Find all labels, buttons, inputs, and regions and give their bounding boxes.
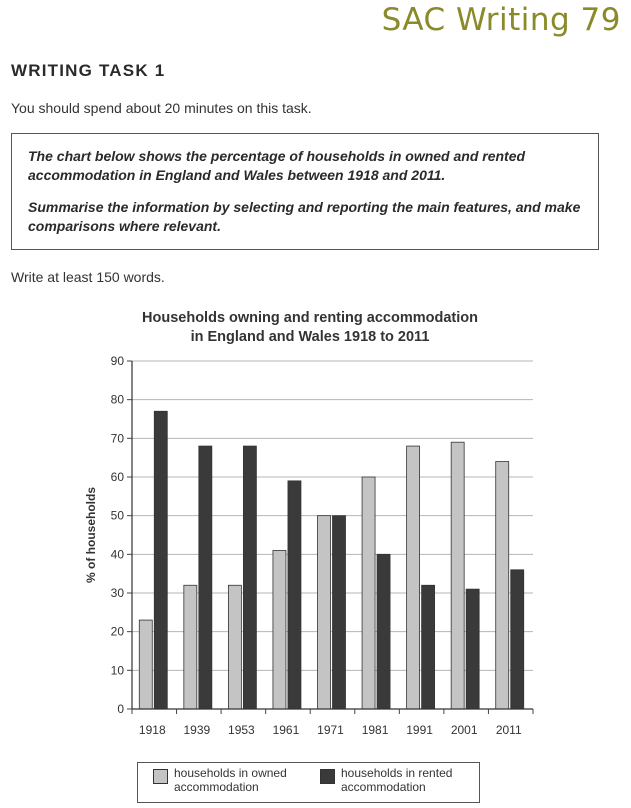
y-tick-label: 60 — [111, 470, 125, 484]
y-tick-label: 50 — [111, 509, 125, 523]
bar-owned-1953 — [227, 584, 242, 710]
time-instruction: You should spend about 20 minutes on thi… — [11, 100, 312, 116]
x-tick-label: 1918 — [139, 723, 166, 737]
legend-label-owned: households in owned accommodation — [174, 766, 287, 794]
bars — [138, 410, 525, 710]
x-tick-label: 1961 — [273, 723, 300, 737]
legend-item-owned: households in owned accommodation — [153, 766, 309, 794]
y-tick-label: 40 — [111, 547, 125, 561]
x-tick-label: 2001 — [451, 723, 478, 737]
bar-rented-1953 — [242, 445, 257, 710]
bar-owned-1961 — [272, 550, 287, 710]
bar-rented-1918 — [153, 410, 168, 710]
chart-title-line-1: Households owning and renting accommodat… — [142, 310, 478, 326]
bar-rented-1961 — [287, 480, 302, 710]
y-tick-label: 90 — [111, 354, 125, 368]
bar-rented-2001 — [465, 588, 480, 710]
y-tick-label: 20 — [111, 625, 125, 639]
x-tick-label: 1991 — [406, 723, 433, 737]
axes — [131, 361, 533, 710]
legend-swatch-owned — [153, 769, 168, 784]
y-axis-ticks: 0 10 20 30 40 50 60 70 80 90 — [111, 354, 132, 716]
legend-swatch-rented — [320, 769, 335, 784]
legend-item-rented: households in rented accommodation — [320, 766, 476, 794]
series-title: SAC Writing 79 — [381, 2, 621, 38]
x-tick-label: 1981 — [362, 723, 389, 737]
y-tick-label: 80 — [111, 393, 125, 407]
task-prompt-box: The chart below shows the percentage of … — [11, 133, 599, 250]
bar-owned-1939 — [183, 584, 198, 710]
y-tick-label: 10 — [111, 663, 125, 677]
x-tick-label: 1971 — [317, 723, 344, 737]
bar-owned-1981 — [361, 476, 376, 710]
legend-label-rented: households in rented accommodation — [341, 766, 453, 794]
y-tick-label: 70 — [111, 431, 125, 445]
x-tick-label: 1939 — [183, 723, 210, 737]
y-tick-label: 30 — [111, 586, 125, 600]
y-tick-label: 0 — [117, 702, 124, 716]
bar-rented-1939 — [198, 445, 213, 710]
bar-owned-2001 — [450, 441, 465, 710]
word-count-instruction: Write at least 150 words. — [11, 269, 165, 285]
bar-owned-1918 — [138, 619, 153, 710]
y-axis-label: % of households — [84, 487, 98, 583]
x-tick-label: 1953 — [228, 723, 255, 737]
chart-legend: households in owned accommodation househ… — [137, 762, 480, 803]
bar-rented-1981 — [376, 553, 391, 710]
bar-rented-1971 — [332, 515, 346, 710]
bar-owned-1991 — [406, 445, 421, 710]
bar-owned-2011 — [495, 461, 510, 710]
bar-rented-1991 — [421, 584, 436, 710]
task-heading: WRITING TASK 1 — [11, 61, 166, 80]
bar-owned-1971 — [317, 515, 331, 710]
prompt-description: The chart below shows the percentage of … — [28, 148, 526, 183]
chart-title-line-2: in England and Wales 1918 to 2011 — [191, 329, 430, 345]
x-tick-label: 2011 — [496, 723, 522, 737]
prompt-instruction: Summarise the information by selecting a… — [28, 199, 581, 234]
x-axis-ticks: 1918 1939 1953 1961 1971 1981 1991 2001 2011 — [131, 709, 534, 737]
bar-rented-2011 — [510, 569, 525, 710]
